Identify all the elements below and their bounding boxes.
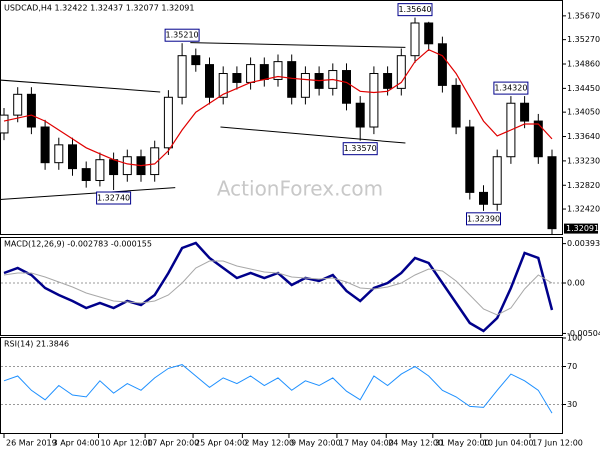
candle-body — [533, 120, 543, 158]
trend-line — [220, 126, 406, 144]
annotation-label: 1.33570 — [344, 144, 377, 153]
candle-body — [205, 64, 214, 98]
candle-body — [410, 22, 420, 57]
x-tick-label: 24 May 12:00 — [388, 439, 443, 448]
y-tick-label: 30 — [567, 400, 577, 409]
line-series — [3, 48, 553, 167]
candle-body — [95, 159, 105, 182]
y-tick-label: 1.35270 — [567, 35, 600, 44]
annotation-box — [493, 81, 529, 95]
y-tick-label: 70 — [567, 362, 577, 371]
x-tick-label: 17 May 04:00 — [339, 439, 394, 448]
annotation-label: 1.35210 — [166, 31, 199, 40]
annotation-box — [397, 3, 433, 17]
rsi-title: RSI(14) 21.3846 — [4, 340, 69, 349]
annotation-box — [466, 212, 501, 226]
candle-body — [68, 144, 77, 170]
chart-title: USDCAD,H4 1.32422 1.32437 1.32077 1.3209… — [4, 4, 194, 13]
annotation-label: 1.32390 — [467, 214, 500, 223]
line-series — [3, 364, 553, 414]
candle-body — [13, 93, 23, 116]
x-tick-label: 2 May 12:00 — [244, 439, 294, 448]
macd-pane — [0, 237, 563, 336]
candle-body — [520, 102, 530, 122]
y-tick-label: 1.34450 — [567, 84, 600, 93]
candle-body — [26, 93, 36, 128]
x-tick-label: 31 May 20:00 — [435, 439, 490, 448]
y-tick-label: 0.003939 — [567, 239, 600, 248]
candle-body — [54, 144, 64, 164]
annotation-label: 1.34320 — [494, 84, 527, 93]
y-tick-label: -0.005044 — [567, 329, 600, 338]
y-tick-label: 1.34860 — [567, 60, 600, 69]
line-series — [3, 241, 554, 333]
y-tick-label: 1.32420 — [567, 205, 600, 214]
y-tick-label: 1.32820 — [567, 181, 600, 190]
x-tick-label: 25 Apr 04:00 — [195, 439, 247, 448]
annotation-label: 1.32740 — [97, 194, 130, 203]
y-tick-label: 1.33230 — [567, 156, 600, 165]
candle-body — [355, 102, 365, 128]
y-tick-label: 1.34050 — [567, 108, 600, 117]
candle-body — [218, 73, 228, 98]
annotation-label: 1.35640 — [398, 5, 431, 14]
candle-body — [259, 64, 269, 80]
x-tick-label: 9 May 20:00 — [291, 439, 341, 448]
x-tick-label: 17 Jun 12:00 — [532, 439, 583, 448]
candle-body — [547, 156, 557, 230]
last-price-label: 1.32091 — [566, 224, 599, 233]
x-tick-label: 26 Mar 2019 — [6, 439, 57, 448]
x-tick-label: 3 Apr 04:00 — [53, 439, 100, 448]
x-tick-label: 17 Apr 20:00 — [147, 439, 199, 448]
watermark: ActionForex.com — [217, 177, 383, 201]
candle-body — [369, 73, 379, 128]
candle-body — [0, 114, 9, 134]
candle-body — [150, 147, 160, 176]
candle-body — [479, 191, 488, 205]
candle-body — [232, 73, 242, 83]
candle-body — [273, 61, 283, 80]
rsi-pane — [0, 337, 563, 434]
candle-body — [81, 168, 91, 182]
y-tick-label: 1.33640 — [567, 132, 600, 141]
candle-body — [109, 159, 119, 176]
macd-title: MACD(12,26,9) -0.002783 -0.000155 — [4, 240, 152, 249]
line-series — [3, 260, 553, 316]
candle-body — [465, 126, 475, 193]
candle-body — [122, 156, 132, 176]
annotation-box — [96, 191, 132, 205]
candle-body — [287, 61, 297, 98]
last-price-tag — [564, 223, 598, 234]
trend-line — [190, 42, 406, 48]
candle-body — [437, 43, 447, 86]
candle-body — [246, 64, 256, 83]
annotation-box — [164, 28, 200, 42]
candle-body — [177, 55, 187, 98]
x-tick-label: 10 Jun 04:00 — [483, 439, 534, 448]
annotation-box — [342, 142, 378, 156]
candle-body — [40, 126, 50, 164]
candle-body — [451, 84, 461, 128]
candle-body — [396, 55, 406, 89]
candle-body — [300, 73, 310, 98]
candle-body — [342, 70, 351, 104]
y-tick-label: 1.35670 — [567, 11, 600, 20]
candle-body — [163, 96, 173, 149]
y-tick-label: 0.00 — [567, 279, 585, 288]
trend-line — [0, 187, 176, 201]
candle-body — [492, 156, 502, 205]
candle-body — [424, 22, 434, 45]
candle-body — [383, 73, 393, 89]
x-tick-label: 10 Apr 12:00 — [101, 439, 153, 448]
trend-line — [0, 79, 161, 93]
y-tick-label: 100 — [567, 334, 582, 343]
candle-body — [191, 55, 201, 66]
